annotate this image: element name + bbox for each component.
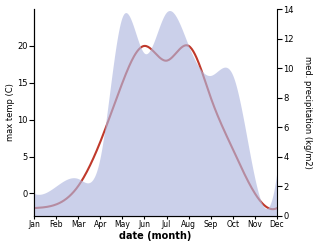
- Y-axis label: med. precipitation (kg/m2): med. precipitation (kg/m2): [303, 56, 313, 169]
- Y-axis label: max temp (C): max temp (C): [5, 83, 15, 141]
- X-axis label: date (month): date (month): [119, 231, 192, 242]
